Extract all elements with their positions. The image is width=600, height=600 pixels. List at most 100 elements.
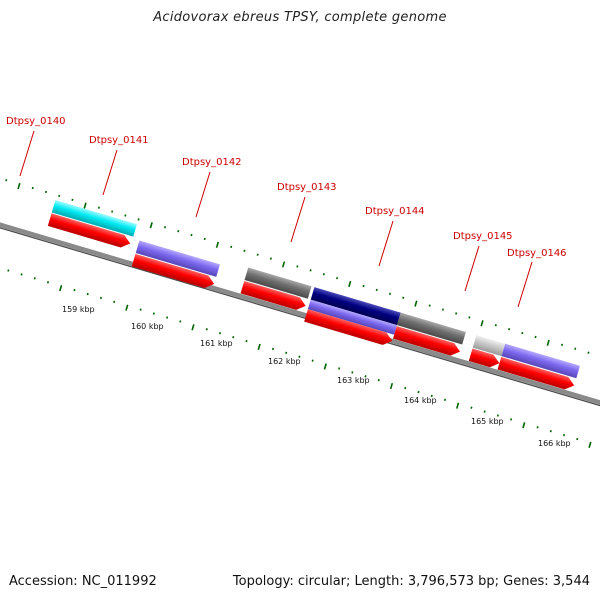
kbp-label-164: 164 kbp [404,396,437,405]
outer-tick [441,308,444,311]
inner-tick [510,418,513,421]
outer-tick [44,190,48,194]
inner-tick [59,284,63,292]
leader-line-0140 [19,130,35,177]
gene-label-0142: Dtpsy_0142 [182,157,242,168]
outer-tick [402,296,405,299]
inner-tick [404,386,407,390]
outer-tick [281,261,286,268]
map-title: Acidovorax ebreus TPSY, complete genome [153,10,447,25]
inner-tick [389,382,394,390]
inner-tick [323,363,327,370]
outer-tick [111,210,114,213]
inner-tick [470,406,473,409]
gene-label-0146: Dtpsy_0146 [507,248,567,259]
gene-arrow-red-7 [468,348,500,368]
inner-tick [588,441,592,448]
gene-label-0140: Dtpsy_0140 [6,116,66,127]
leader-line-0142 [195,171,211,218]
gene-arrow-red-2 [47,213,131,248]
inner-tick [430,394,433,398]
gene-label-0144: Dtpsy_0144 [365,206,425,217]
outer-tick [587,351,590,354]
outer-tick [97,206,100,209]
gene-box-slate-3 [307,299,398,335]
gene-label-0145: Dtpsy_0145 [453,231,513,242]
inner-tick [417,390,420,394]
inner-tick [311,359,314,362]
outer-tick [534,335,537,339]
outer-tick [388,292,392,296]
kbp-label-162: 162 kbp [268,357,301,366]
inner-tick [285,351,288,354]
gene-box-cyan [51,199,137,237]
inner-tick [364,375,367,378]
inner-tick [86,292,89,296]
inner-tick [562,433,566,437]
leader-line-0141 [102,149,118,196]
outer-tick [203,237,206,241]
kbp-label-160: 160 kbp [131,322,164,331]
outer-tick [296,265,299,268]
kbp-label-group: 159 kbp 160 kbp 161 kbp 162 kbp 163 kbp … [62,305,571,448]
inner-tick [351,371,354,374]
inner-tick [218,332,222,335]
inner-tick [125,304,129,311]
kbp-label-163: 163 kbp [337,376,370,385]
outer-tick [348,280,352,288]
outer-tick [414,300,418,307]
inner-tick [232,335,235,339]
inner-tick [46,281,50,284]
genome-backbone-shadow [0,200,600,415]
outer-tick [137,218,140,221]
gene-arrow-red-4 [240,280,306,310]
inner-tick [7,269,10,272]
kbp-label-166: 166 kbp [538,439,571,448]
accession-text: Accession: NC_011992 [9,574,157,589]
inner-tick [456,402,460,409]
inner-tick [245,339,248,343]
topology-summary-text: Topology: circular; Length: 3,796,573 bp… [232,574,590,589]
inner-tick [576,437,579,441]
outer-tick [375,288,378,292]
leader-line-0146 [517,261,533,308]
inner-tick [20,273,23,276]
inner-tick [166,316,169,319]
inner-tick [139,308,142,311]
inner-tick [443,398,447,402]
gene-box-gray-2 [397,312,466,345]
gene-box-slate-2 [501,343,580,379]
inner-tick [33,277,36,280]
inner-tick [377,379,380,382]
gene-arrow-red-5 [304,309,393,345]
inner-tick [73,288,76,292]
inner-tick [483,410,486,413]
inner-tick [205,328,208,331]
outer-tick [428,304,431,307]
gene-box-gray-1 [244,267,312,299]
kbp-label-165: 165 kbp [471,417,504,426]
inner-tick [99,296,102,300]
outer-tick [269,257,272,260]
outer-tick [521,331,524,335]
inner-tick [522,422,526,429]
outer-tick [177,229,180,233]
outer-tick-ring [5,179,590,354]
gene-box-slate-1 [135,240,220,277]
inner-tick [257,343,261,350]
kbp-label-159: 159 kbp [62,305,95,314]
gene-arrow-red-8 [497,357,575,390]
outer-tick [149,222,153,229]
outer-tick [256,253,259,256]
inner-tick [271,347,275,351]
outer-tick [309,269,312,272]
gene-arrow-red-6 [393,326,461,356]
outer-tick [243,249,246,252]
inner-tick [179,320,182,323]
outer-tick [190,233,193,237]
outer-tick [468,316,471,319]
kbp-label-161: 161 kbp [200,339,233,348]
outer-tick [494,324,497,327]
gene-label-group: Dtpsy_0140 Dtpsy_0141 Dtpsy_0142 Dtpsy_0… [6,116,567,308]
inner-tick [536,426,539,429]
